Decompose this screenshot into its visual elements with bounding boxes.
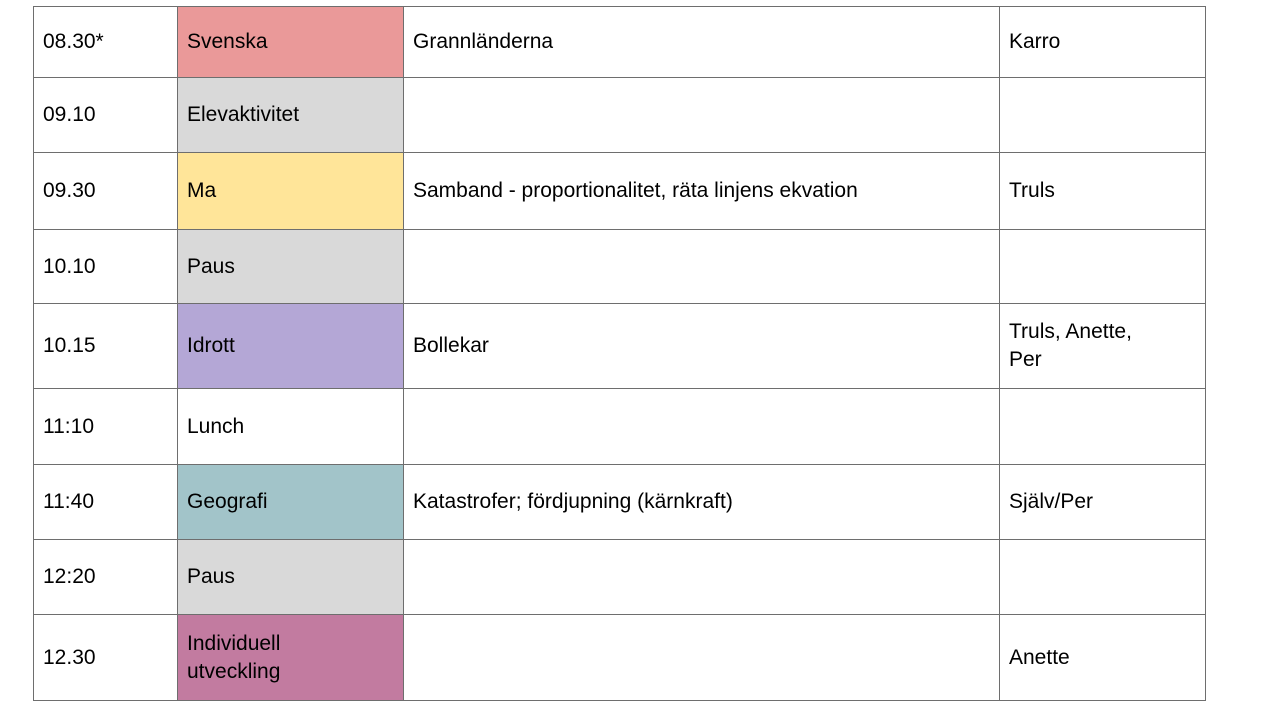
staff-cell bbox=[999, 229, 1206, 304]
time-cell: 10.15 bbox=[33, 303, 178, 389]
description-label: Katastrofer; fördjupning (kärnkraft) bbox=[413, 490, 733, 514]
time-label: 09.10 bbox=[43, 103, 96, 127]
table-row: 10.10 Paus bbox=[33, 229, 1206, 304]
description-cell bbox=[403, 614, 1000, 701]
description-cell: Bollekar bbox=[403, 303, 1000, 389]
staff-cell: Truls bbox=[999, 152, 1206, 230]
table-row: 09.10 Elevaktivitet bbox=[33, 77, 1206, 153]
table-row: 11:10 Lunch bbox=[33, 388, 1206, 465]
time-label: 11:40 bbox=[43, 490, 94, 514]
staff-cell: Karro bbox=[999, 6, 1206, 78]
staff-label: Själv/Per bbox=[1009, 490, 1094, 514]
subject-label: Individuell utveckling bbox=[187, 631, 281, 683]
description-cell bbox=[403, 539, 1000, 615]
staff-cell bbox=[999, 77, 1206, 153]
table-row: 12.30 Individuell utveckling Anette bbox=[33, 614, 1206, 701]
subject-cell: Geografi bbox=[177, 464, 404, 540]
description-label: Bollekar bbox=[413, 334, 489, 358]
staff-label: Karro bbox=[1009, 30, 1061, 54]
table-row: 10.15 Idrott Bollekar Truls, Anette, Per bbox=[33, 303, 1206, 389]
subject-cell: Ma bbox=[177, 152, 404, 230]
subject-cell: Paus bbox=[177, 229, 404, 304]
time-cell: 08.30* bbox=[33, 6, 178, 78]
time-cell: 09.10 bbox=[33, 77, 178, 153]
staff-cell: Själv/Per bbox=[999, 464, 1206, 540]
subject-cell: Elevaktivitet bbox=[177, 77, 404, 153]
subject-label: Paus bbox=[187, 565, 235, 589]
table-row: 12:20 Paus bbox=[33, 539, 1206, 615]
staff-cell bbox=[999, 539, 1206, 615]
description-label: Grannländerna bbox=[413, 30, 554, 54]
subject-label: Paus bbox=[187, 254, 235, 278]
time-label: 09.30 bbox=[43, 179, 96, 203]
time-cell: 12.30 bbox=[33, 614, 178, 701]
staff-label: Anette bbox=[1009, 645, 1070, 669]
time-label: 08.30* bbox=[43, 30, 104, 54]
time-cell: 11:10 bbox=[33, 388, 178, 465]
description-cell bbox=[403, 77, 1000, 153]
table-row: 08.30* Svenska Grannländerna Karro bbox=[33, 6, 1206, 78]
schedule-table: 08.30* Svenska Grannländerna Karro 09.10… bbox=[33, 6, 1206, 701]
time-cell: 10.10 bbox=[33, 229, 178, 304]
description-cell: Grannländerna bbox=[403, 6, 1000, 78]
subject-cell: Individuell utveckling bbox=[177, 614, 404, 701]
subject-label: Geografi bbox=[187, 490, 268, 514]
time-label: 10.15 bbox=[43, 334, 96, 358]
time-label: 12.30 bbox=[43, 645, 96, 669]
subject-label: Svenska bbox=[187, 30, 268, 54]
staff-cell: Truls, Anette, Per bbox=[999, 303, 1206, 389]
time-label: 10.10 bbox=[43, 254, 96, 278]
time-cell: 11:40 bbox=[33, 464, 178, 540]
subject-label: Idrott bbox=[187, 334, 235, 358]
description-label: Samband - proportionalitet, räta linjens… bbox=[413, 179, 858, 203]
staff-cell: Anette bbox=[999, 614, 1206, 701]
subject-cell: Svenska bbox=[177, 6, 404, 78]
description-cell bbox=[403, 388, 1000, 465]
subject-cell: Idrott bbox=[177, 303, 404, 389]
time-cell: 09.30 bbox=[33, 152, 178, 230]
description-cell: Katastrofer; fördjupning (kärnkraft) bbox=[403, 464, 1000, 540]
time-cell: 12:20 bbox=[33, 539, 178, 615]
description-cell: Samband - proportionalitet, räta linjens… bbox=[403, 152, 1000, 230]
staff-cell bbox=[999, 388, 1206, 465]
time-label: 11:10 bbox=[43, 414, 94, 438]
table-row: 09.30 Ma Samband - proportionalitet, rät… bbox=[33, 152, 1206, 230]
staff-label: Truls, Anette, Per bbox=[1009, 320, 1132, 371]
subject-cell: Lunch bbox=[177, 388, 404, 465]
staff-label: Truls bbox=[1009, 179, 1055, 203]
subject-cell: Paus bbox=[177, 539, 404, 615]
table-row: 11:40 Geografi Katastrofer; fördjupning … bbox=[33, 464, 1206, 540]
subject-label: Elevaktivitet bbox=[187, 103, 300, 127]
time-label: 12:20 bbox=[43, 565, 96, 589]
subject-label: Lunch bbox=[187, 414, 245, 438]
subject-label: Ma bbox=[187, 179, 217, 203]
description-cell bbox=[403, 229, 1000, 304]
